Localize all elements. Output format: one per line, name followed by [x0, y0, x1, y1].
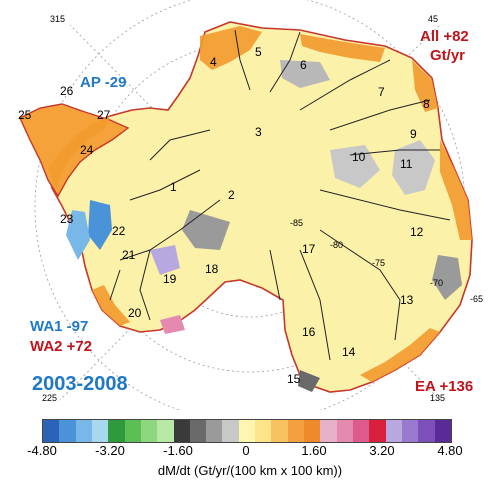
- mass-loss-zones: [66, 60, 462, 392]
- colorbar-swatch: [140, 420, 158, 442]
- basin-label-24: 24: [80, 143, 94, 157]
- colorbar-swatch: [320, 420, 337, 442]
- longitude-label-315: 315: [50, 14, 66, 24]
- colorbar-tick: 4.80: [437, 443, 463, 458]
- basin-label-2: 2: [228, 188, 235, 202]
- period-label: 2003-2008: [32, 373, 128, 395]
- antarctica-mass-change-map: [19, 0, 473, 410]
- basin-label-7: 7: [378, 85, 385, 99]
- basin-label-26: 26: [60, 84, 74, 98]
- colorbar-swatch: [255, 420, 272, 442]
- colorbar-tick: -1.60: [163, 443, 193, 458]
- colorbar-tick: 0: [242, 443, 250, 458]
- colorbar-swatch: [336, 420, 353, 442]
- latitude-label-65: -65: [470, 294, 484, 304]
- colorbar-tick: 3.20: [369, 443, 395, 458]
- ap-total-label: AP -29: [80, 74, 127, 91]
- basin-label-8: 8: [423, 97, 430, 111]
- colorbar-tick: -3.20: [95, 443, 125, 458]
- colorbar-swatch: [75, 420, 92, 442]
- basin-label-19: 19: [163, 272, 177, 286]
- all-total-unit: Gt/yr: [430, 47, 466, 64]
- colorbar-swatch: [206, 420, 223, 442]
- all-total-label: All +82: [420, 28, 469, 45]
- basin-label-1: 1: [170, 180, 177, 194]
- colorbar-swatch: [59, 420, 76, 442]
- colorbar-swatch: [352, 420, 370, 442]
- basin-label-22: 22: [112, 224, 126, 238]
- basin-label-5: 5: [255, 45, 262, 59]
- colorbar-swatch: [157, 420, 174, 442]
- basin-label-14: 14: [342, 345, 356, 359]
- colorbar-swatch: [385, 420, 402, 442]
- colorbar-swatch: [238, 420, 256, 442]
- basin-label-10: 10: [352, 150, 366, 164]
- colorbar-swatch: [401, 420, 419, 442]
- basin-label-15: 15: [287, 372, 301, 386]
- basin-label-12: 12: [410, 225, 424, 239]
- basin-label-27: 27: [97, 108, 111, 122]
- colorbar-swatch: [173, 420, 190, 442]
- latitude-label-70: -70: [430, 278, 444, 288]
- colorbar-swatch: [287, 420, 304, 442]
- basin-label-4: 4: [210, 55, 217, 69]
- basin-boundaries: [109, 29, 451, 361]
- colorbar-unit-label: dM/dt (Gt/yr/(100 km x 100 km)): [157, 463, 343, 478]
- basin-label-11: 11: [400, 157, 413, 171]
- longitude-label-45: 45: [428, 14, 439, 24]
- colorbar-swatch: [108, 420, 125, 442]
- colorbar: [42, 419, 452, 443]
- colorbar-swatch: [222, 420, 239, 442]
- basin-label-20: 20: [128, 306, 142, 320]
- basin-label-21: 21: [122, 248, 136, 262]
- basin-label-13: 13: [400, 293, 414, 307]
- colorbar-tick: -4.80: [27, 443, 57, 458]
- basin-label-17: 17: [302, 242, 316, 256]
- colorbar-swatch: [369, 420, 386, 442]
- colorbar-swatch: [43, 420, 60, 442]
- basin-label-9: 9: [410, 127, 417, 141]
- wa1-total-label: WA1 -97: [30, 318, 89, 335]
- latitude-label-85: -85: [290, 218, 304, 228]
- colorbar-swatch: [434, 420, 451, 442]
- colorbar-swatch: [189, 420, 207, 442]
- latitude-label-75: -75: [372, 258, 386, 268]
- basin-label-23: 23: [60, 212, 74, 226]
- colorbar-swatch: [91, 420, 109, 442]
- longitude-label-135: 135: [430, 393, 446, 403]
- basin-label-6: 6: [300, 58, 307, 72]
- basin-label-16: 16: [302, 325, 316, 339]
- colorbar-swatch: [271, 420, 288, 442]
- colorbar-tick: 1.60: [301, 443, 327, 458]
- ea-total-label: EA +136: [415, 378, 474, 395]
- colorbar-swatch: [418, 420, 435, 442]
- colorbar-swatch: [304, 420, 321, 442]
- basin-label-18: 18: [205, 262, 219, 276]
- basin-label-3: 3: [255, 125, 262, 139]
- mass-gain-zones: [48, 26, 472, 382]
- basin-label-25: 25: [18, 108, 32, 122]
- longitude-label-225: 225: [42, 393, 58, 403]
- latitude-label-80: -80: [330, 240, 344, 250]
- wa2-total-label: WA2 +72: [30, 338, 93, 355]
- colorbar-swatch: [124, 420, 141, 442]
